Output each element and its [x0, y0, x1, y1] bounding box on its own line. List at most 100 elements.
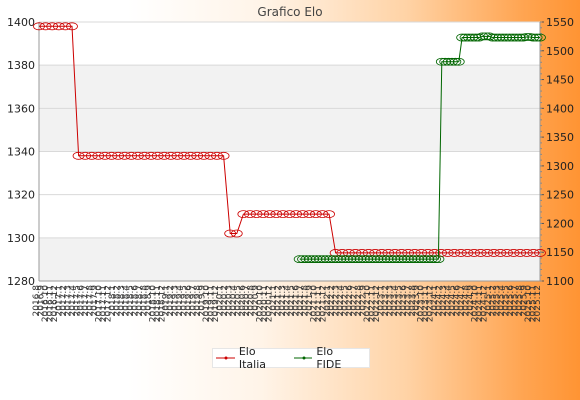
- series-point-0: [481, 249, 494, 257]
- series-point-1: [463, 33, 475, 42]
- y-right-tick-label: 1100: [546, 275, 574, 288]
- series-point-0: [448, 249, 461, 257]
- x-tick-label: 2018.2: [113, 285, 123, 317]
- series-point-0: [171, 151, 184, 160]
- x-tick-label: 2021.3: [278, 285, 288, 317]
- series-point-1: [385, 255, 397, 264]
- series-point-1: [466, 33, 479, 42]
- x-tick-label: 2023.8: [408, 285, 418, 317]
- series-point-1: [351, 255, 364, 264]
- series-point-0: [336, 249, 349, 257]
- series-point-1: [297, 255, 309, 264]
- y-right-tick-label: 1300: [546, 160, 574, 173]
- series-point-0: [507, 249, 520, 257]
- series-point-1: [388, 255, 401, 264]
- x-tick-label: 2021.1: [269, 285, 279, 317]
- x-tick-label: 2018.7: [135, 285, 145, 317]
- y-right-tick-label: 1450: [546, 74, 574, 87]
- x-tick-label: 2021.7: [296, 285, 306, 317]
- series-point-1: [398, 255, 411, 264]
- x-tick-label: 2022.5: [341, 285, 351, 317]
- y-right-tick-label: 1150: [546, 246, 574, 259]
- x-tick-label: 2020.7: [242, 285, 252, 317]
- series-point-0: [520, 249, 533, 257]
- x-tick-label: 2022.3: [332, 285, 342, 317]
- series-point-1: [381, 255, 394, 264]
- series-point-0: [270, 210, 283, 218]
- x-tick-label: 2023.1: [376, 285, 386, 317]
- series-point-0: [217, 151, 230, 160]
- series-point-0: [356, 249, 368, 257]
- series-point-0: [277, 210, 289, 218]
- series-point-0: [105, 151, 118, 160]
- series-point-1: [425, 255, 438, 264]
- x-tick-label: 2022.9: [359, 285, 369, 317]
- series-point-0: [112, 151, 125, 160]
- x-tick-label: 2018.4: [122, 285, 132, 317]
- legend: Elo Italia Elo FIDE: [212, 345, 370, 371]
- x-tick-label: 2022.1: [323, 285, 333, 317]
- x-tick-label: 2018.5: [126, 285, 136, 317]
- series-point-1: [456, 33, 469, 42]
- legend-label-italia: Elo Italia: [238, 345, 266, 371]
- series-point-0: [369, 249, 382, 257]
- series-point-1: [358, 255, 370, 264]
- x-tick-label: 2016.8: [32, 285, 42, 317]
- series-point-1: [476, 32, 489, 41]
- x-tick-label: 2016.11: [45, 285, 55, 322]
- series-point-1: [429, 255, 441, 264]
- series-point-1: [307, 255, 320, 264]
- x-tick-label: 2020.1: [215, 285, 225, 317]
- series-point-1: [395, 255, 408, 264]
- x-tick-label: 2018.3: [117, 285, 127, 317]
- x-tick-label: 2020.10: [256, 285, 266, 322]
- x-tick-label: 2023.6: [399, 285, 409, 317]
- series-point-1: [361, 255, 374, 264]
- series-point-1: [483, 32, 496, 41]
- x-tick-label: 2019.10: [202, 285, 212, 322]
- series-point-1: [378, 255, 391, 264]
- x-tick-label: 2020.11: [260, 285, 270, 322]
- x-tick-label: 2023.11: [421, 285, 431, 322]
- x-tick-label: 2024.7: [457, 285, 467, 317]
- x-tick-label: 2020.6: [238, 285, 248, 317]
- series-point-0: [39, 22, 52, 31]
- x-tick-label: 2021.12: [318, 285, 328, 322]
- x-tick-label: 2020.8: [247, 285, 257, 317]
- x-tick-label: 2023.10: [417, 285, 427, 322]
- y-right-tick-label: 1400: [546, 102, 574, 115]
- plot-band: [39, 194, 540, 238]
- x-tick-label: 2025.8: [515, 285, 525, 317]
- series-point-1: [300, 255, 313, 264]
- series-point-0: [59, 22, 72, 31]
- series-point-0: [158, 151, 171, 160]
- x-tick-label: 2024.10: [470, 285, 480, 322]
- x-tick-label: 2025.6: [506, 285, 516, 317]
- x-tick-label: 2016.10: [41, 285, 51, 322]
- series-point-0: [79, 151, 92, 160]
- x-tick-label: 2023.12: [426, 285, 436, 322]
- legend-item-italia: Elo Italia: [216, 345, 284, 371]
- series-point-1: [415, 255, 428, 264]
- y-left-tick-label: 1360: [7, 102, 35, 115]
- x-tick-label: 2019.1: [162, 285, 172, 317]
- series-point-0: [487, 249, 500, 257]
- x-tick-label: 2025.2: [488, 285, 498, 317]
- series-point-1: [317, 255, 330, 264]
- series-point-0: [33, 22, 45, 31]
- series-point-0: [125, 151, 138, 160]
- series-point-0: [283, 210, 296, 218]
- x-tick-label: 2025.9: [520, 285, 530, 317]
- x-tick-label: 2024.1: [430, 285, 440, 317]
- x-tick-label: 2019.7: [189, 285, 199, 317]
- series-point-1: [412, 255, 425, 264]
- x-tick-label: 2024.6: [453, 285, 463, 317]
- x-tick-label: 2020.4: [229, 285, 239, 317]
- series-point-0: [118, 151, 131, 160]
- series-point-1: [442, 57, 455, 66]
- series-point-1: [500, 33, 513, 42]
- series-point-1: [503, 33, 516, 42]
- x-tick-label: 2016.9: [37, 285, 47, 317]
- x-tick-label: 2018.12: [157, 285, 167, 322]
